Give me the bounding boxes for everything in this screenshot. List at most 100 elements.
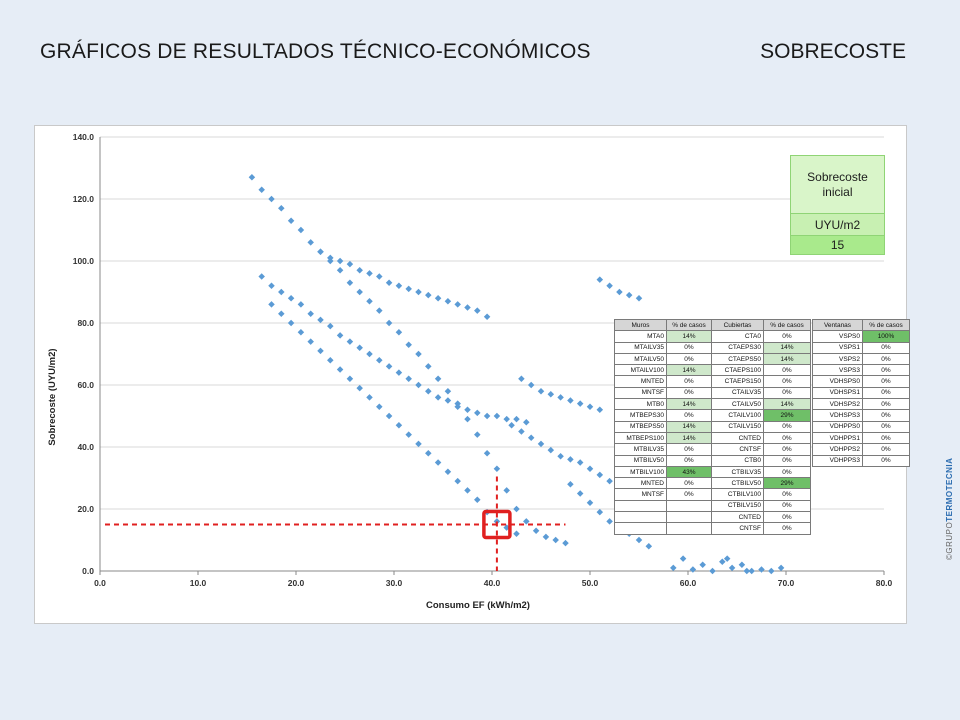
data-point bbox=[297, 226, 305, 234]
option-share: 0% bbox=[862, 341, 910, 354]
option-name: CNTSF bbox=[711, 522, 764, 535]
table-row: CTAEPS150 0% bbox=[711, 375, 811, 388]
data-point bbox=[567, 397, 574, 404]
table-header-row: Cubiertas% de casos bbox=[711, 318, 811, 332]
option-name: MNTSF bbox=[614, 386, 667, 400]
data-point bbox=[503, 415, 510, 423]
data-point bbox=[287, 319, 295, 327]
option-share: 0% bbox=[666, 386, 712, 400]
data-point bbox=[258, 186, 265, 193]
option-share: 0% bbox=[763, 443, 811, 456]
option-share: 14% bbox=[763, 341, 811, 354]
data-point bbox=[567, 480, 574, 488]
option-name: MTBEPS100 bbox=[614, 431, 667, 445]
option-share: 0% bbox=[763, 375, 811, 388]
option-name: CTAEPS150 bbox=[711, 375, 764, 388]
data-point bbox=[503, 487, 510, 494]
kpi-value: 15 bbox=[790, 236, 885, 255]
option-name: VDHPPS0 bbox=[812, 420, 863, 433]
data-point bbox=[532, 527, 540, 534]
option-name: CTAEPS30 bbox=[711, 341, 764, 354]
table-row: MNTSF 0% bbox=[614, 386, 712, 400]
data-point bbox=[434, 394, 442, 401]
data-point bbox=[719, 558, 726, 565]
option-share: 0% bbox=[862, 431, 910, 445]
data-point bbox=[464, 304, 471, 311]
data-point bbox=[317, 316, 324, 324]
table-row: VSPS3 0% bbox=[812, 364, 910, 377]
data-point bbox=[317, 347, 324, 355]
option-share: 0% bbox=[666, 443, 712, 456]
data-point bbox=[474, 431, 481, 438]
option-name: CTAILV150 bbox=[711, 420, 764, 433]
option-name: VDHPPS3 bbox=[812, 454, 863, 467]
data-point bbox=[366, 270, 373, 277]
data-point bbox=[385, 412, 393, 420]
data-point bbox=[346, 338, 354, 345]
data-point bbox=[454, 477, 461, 485]
option-name: MTAILV50 bbox=[614, 352, 667, 366]
option-share bbox=[666, 511, 712, 524]
data-point bbox=[297, 301, 305, 308]
option-name: MTA0 bbox=[614, 330, 667, 343]
table-row: VDHPPS2 0% bbox=[812, 443, 910, 456]
data-point bbox=[346, 279, 354, 286]
kpi-unit: UYU/m2 bbox=[790, 214, 885, 236]
table-row: MTAILV100 14% bbox=[614, 364, 712, 377]
option-share: 0% bbox=[862, 409, 910, 422]
option-share: 0% bbox=[862, 454, 910, 467]
data-point bbox=[356, 288, 363, 296]
table-row: VDHSPS2 0% bbox=[812, 398, 910, 411]
option-name: CTAILV100 bbox=[711, 409, 764, 422]
column-header-share: % de casos bbox=[862, 318, 910, 332]
x-tick-label: 50.0 bbox=[582, 578, 599, 588]
table-row: CTBILV150 0% bbox=[711, 499, 811, 513]
option-share: 14% bbox=[763, 398, 811, 411]
data-point bbox=[513, 530, 520, 538]
option-name: VDHPPS1 bbox=[812, 431, 863, 445]
x-tick-label: 10.0 bbox=[190, 578, 207, 588]
table-row: VSPS1 0% bbox=[812, 341, 910, 354]
option-share: 14% bbox=[666, 364, 712, 377]
table-row: MTBILV35 0% bbox=[614, 443, 712, 456]
data-point bbox=[425, 449, 432, 457]
data-point bbox=[444, 468, 452, 476]
data-point bbox=[434, 375, 442, 383]
table-row: CTBILV100 0% bbox=[711, 488, 811, 501]
option-share: 0% bbox=[862, 420, 910, 433]
option-name: MTBILV100 bbox=[614, 465, 667, 479]
option-share: 0% bbox=[763, 522, 811, 535]
option-name: MTBEPS30 bbox=[614, 409, 667, 422]
data-point bbox=[317, 248, 324, 255]
data-point bbox=[748, 567, 755, 575]
data-point bbox=[434, 459, 442, 466]
option-share: 0% bbox=[763, 420, 811, 433]
data-point bbox=[562, 539, 569, 547]
data-point bbox=[366, 350, 373, 358]
data-point bbox=[434, 294, 442, 302]
option-share: 14% bbox=[666, 431, 712, 445]
table-row: CTA0 0% bbox=[711, 330, 811, 343]
data-point bbox=[395, 369, 403, 376]
data-point bbox=[405, 431, 412, 438]
table-row: MTBILV50 0% bbox=[614, 454, 712, 467]
x-tick-label: 0.0 bbox=[94, 578, 106, 588]
data-point bbox=[576, 490, 584, 497]
data-point bbox=[415, 381, 422, 389]
x-tick-label: 80.0 bbox=[876, 578, 893, 588]
windows-table: Ventanas% de casos VSPS0 100% VSPS1 0% VSPS2 0… bbox=[812, 318, 910, 467]
data-point bbox=[557, 453, 564, 460]
data-point bbox=[268, 301, 275, 308]
option-share: 0% bbox=[862, 364, 910, 377]
option-name: VSPS0 bbox=[812, 330, 863, 343]
data-point bbox=[596, 508, 604, 516]
data-point bbox=[596, 276, 604, 283]
option-share: 0% bbox=[763, 364, 811, 377]
data-point bbox=[327, 322, 334, 330]
data-point bbox=[336, 267, 344, 274]
y-tick-labels: 0.0 20.0 40.0 60.0 80.0 100.0 120.0 140.0 bbox=[73, 132, 95, 576]
data-point bbox=[395, 422, 403, 429]
column-header-share: % de casos bbox=[763, 318, 811, 332]
data-point bbox=[635, 294, 643, 302]
column-header-name: Muros bbox=[614, 318, 667, 332]
